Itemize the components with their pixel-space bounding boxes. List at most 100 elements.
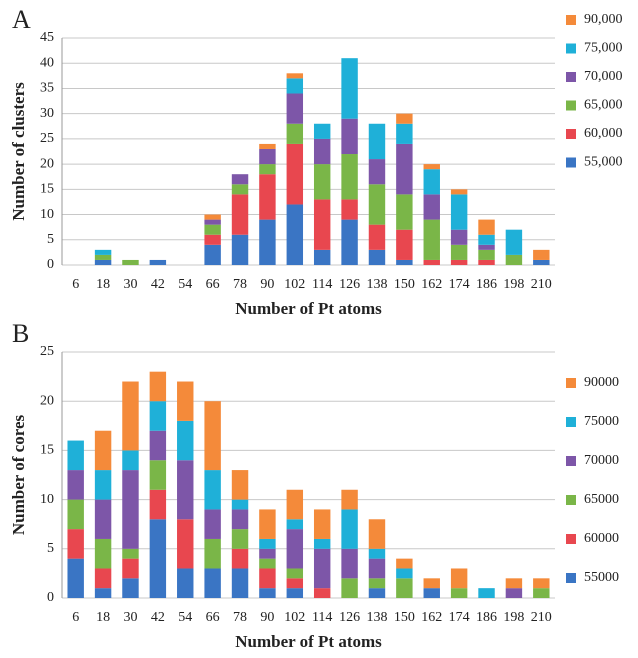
legend-swatch: [566, 495, 576, 505]
bar-segment: [478, 588, 495, 598]
bar-segment: [478, 244, 495, 250]
x-tick-label: 6: [72, 277, 79, 292]
legend-swatch: [566, 43, 576, 54]
bar-segment: [313, 199, 331, 250]
bar-segment: [94, 254, 112, 260]
bar-segment: [533, 259, 550, 265]
bar-segment: [368, 224, 386, 250]
bar-segment: [396, 113, 413, 124]
bar-segment: [204, 244, 221, 265]
bar-segment: [396, 194, 413, 230]
bar-segment: [149, 259, 167, 265]
bar-segment: [450, 229, 468, 245]
x-tick-label: 186: [476, 277, 497, 292]
y-tick-label: 45: [40, 30, 54, 45]
bar-segment: [396, 259, 413, 265]
bar-segment: [286, 578, 304, 589]
bar-segment: [177, 460, 194, 520]
panel-label: B: [12, 319, 29, 348]
bar-segment: [341, 489, 358, 510]
bar-segment: [177, 381, 194, 421]
x-tick-label: 102: [284, 610, 305, 625]
bar-segment: [286, 143, 304, 205]
x-axis-title: Number of Pt atoms: [235, 632, 382, 651]
bar-segment: [396, 568, 413, 579]
bar-segment: [368, 249, 386, 265]
x-tick-label: 162: [421, 277, 442, 292]
legend-label: 60000: [584, 531, 619, 546]
bar-segment: [149, 519, 167, 598]
legend-label: 55,000: [584, 155, 623, 170]
bar-segment: [505, 588, 523, 598]
x-tick-label: 198: [503, 277, 524, 292]
bar-segment: [204, 568, 221, 598]
x-tick-label: 54: [178, 610, 192, 625]
bar-segment: [313, 548, 331, 589]
bar-segment: [423, 219, 440, 260]
bar-segment: [423, 164, 440, 170]
bar-segment: [67, 558, 84, 598]
bar-segment: [204, 234, 221, 245]
legend-label: 75,000: [584, 41, 623, 56]
bar-segment: [396, 143, 413, 195]
bar-segment: [396, 229, 413, 260]
y-axis-title: Number of clusters: [9, 82, 28, 221]
x-tick-label: 210: [531, 277, 552, 292]
bar-segment: [478, 219, 495, 235]
bar-segment: [204, 401, 221, 471]
bar-segment: [423, 578, 440, 589]
bar-segment: [450, 259, 468, 265]
bar-segment: [231, 509, 249, 530]
bar-segment: [231, 568, 249, 598]
legend-label: 65,000: [584, 98, 623, 113]
x-tick-label: 18: [96, 277, 110, 292]
bar-segment: [286, 489, 304, 520]
legend-swatch: [566, 15, 576, 25]
x-tick-label: 30: [123, 610, 137, 625]
bar-segment: [204, 538, 221, 569]
y-tick-label: 30: [40, 106, 54, 121]
bar-segment: [67, 499, 84, 530]
bar-segment: [177, 568, 194, 598]
x-tick-label: 6: [72, 610, 79, 625]
bar-segment: [313, 538, 331, 549]
bar-segment: [478, 249, 495, 260]
bar-segment: [450, 244, 468, 260]
bar-segment: [450, 588, 468, 598]
bar-segment: [149, 401, 167, 431]
x-tick-label: 18: [96, 610, 110, 625]
x-tick-label: 66: [206, 277, 220, 292]
legend-label: 90,000: [584, 12, 623, 27]
legend-label: 55000: [584, 570, 619, 585]
bar-segment: [122, 381, 139, 451]
y-tick-label: 20: [40, 156, 54, 171]
x-tick-label: 162: [421, 610, 442, 625]
legend-swatch: [566, 573, 576, 583]
bar-segment: [341, 118, 358, 155]
bar-segment: [204, 470, 221, 510]
bar-segment: [149, 460, 167, 490]
bar-segment: [177, 420, 194, 461]
y-axis-title: Number of cores: [9, 415, 28, 536]
bar-segment: [122, 470, 139, 549]
y-tick-label: 5: [47, 541, 54, 556]
bar-segment: [478, 259, 495, 265]
bar-segment: [204, 214, 221, 220]
bar-segment: [94, 470, 112, 500]
bar-segment: [67, 470, 84, 500]
bar-segment: [505, 229, 523, 255]
bar-segment: [122, 548, 139, 559]
y-tick-label: 10: [40, 207, 54, 222]
bar-segment: [450, 194, 468, 230]
y-tick-label: 20: [40, 393, 54, 408]
x-tick-label: 54: [178, 277, 192, 292]
bar-segment: [341, 219, 358, 265]
x-tick-label: 138: [366, 610, 387, 625]
y-tick-label: 5: [47, 232, 54, 247]
bar-segment: [67, 529, 84, 559]
x-tick-label: 126: [339, 610, 360, 625]
bar-segment: [313, 588, 331, 598]
x-tick-label: 114: [312, 277, 332, 292]
bar-segment: [368, 159, 386, 185]
bar-segment: [94, 259, 112, 265]
